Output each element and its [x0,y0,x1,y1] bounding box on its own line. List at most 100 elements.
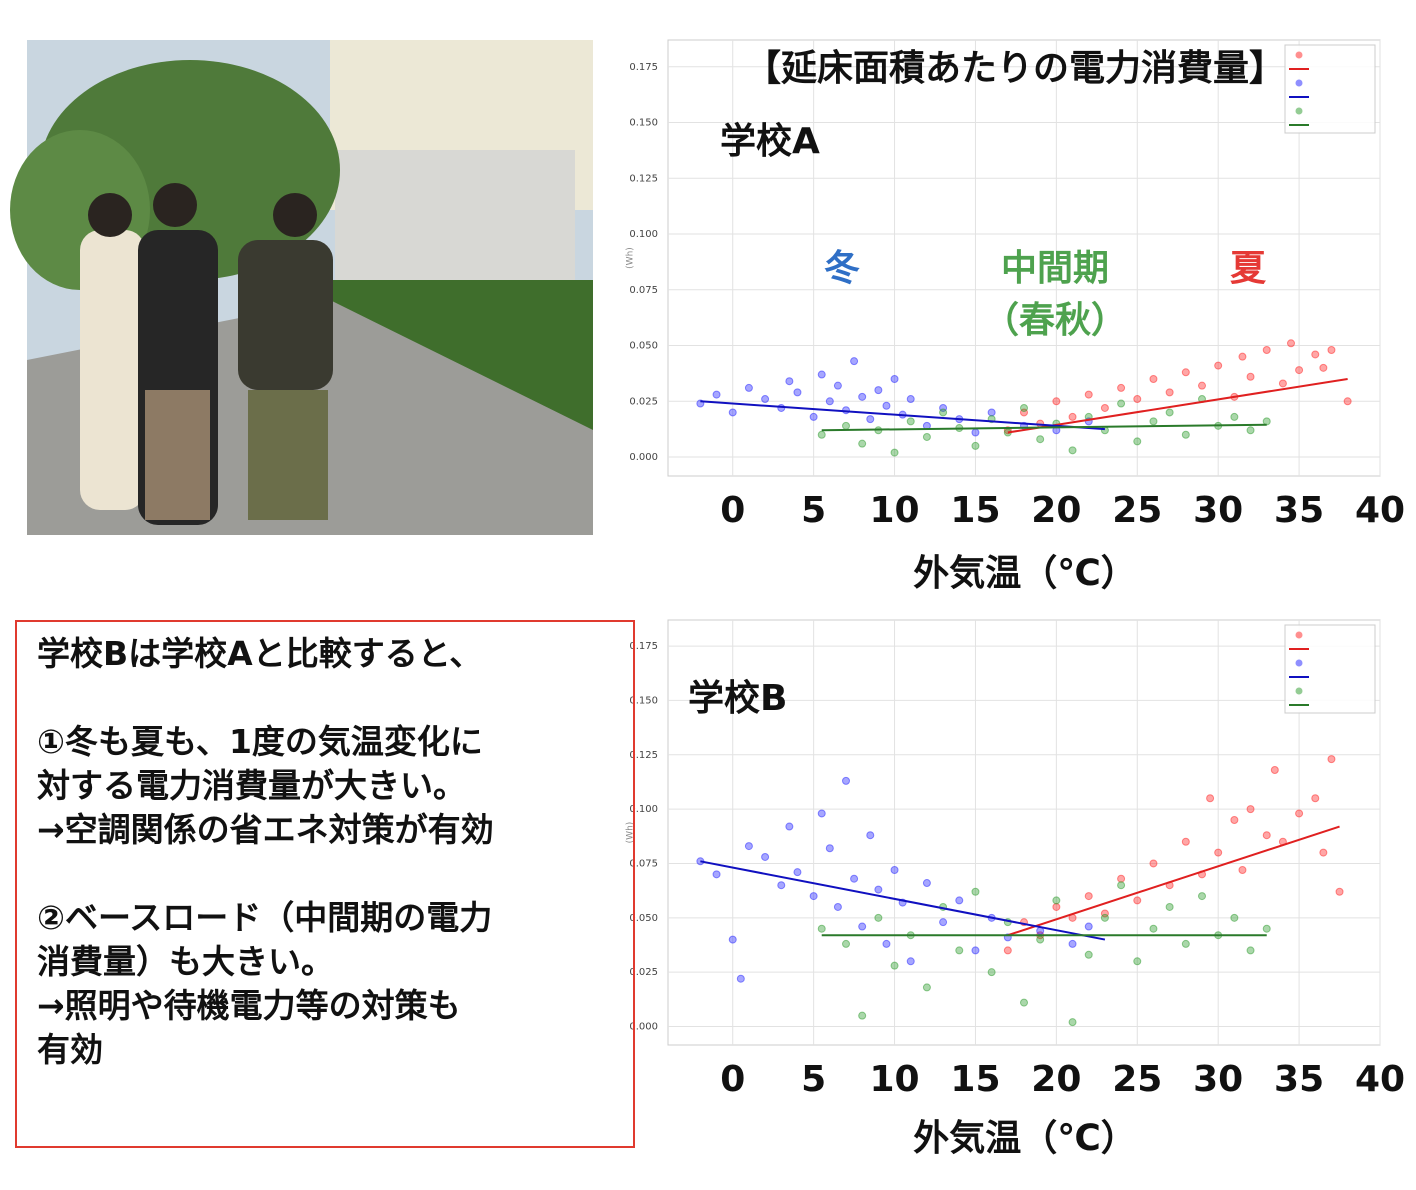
data-point [939,918,948,927]
data-point [785,822,794,831]
data-point [1036,435,1045,444]
data-point [842,421,850,430]
data-point [1181,939,1190,948]
y-tick-label: 0.000 [629,1022,658,1033]
data-point [1149,924,1158,933]
data-point [817,370,826,379]
x-tick-label: 30 [1193,490,1243,531]
photo-person [273,193,317,237]
data-point [1238,352,1247,361]
data-point [1133,395,1142,404]
data-point [882,939,891,948]
data-point [1230,412,1239,421]
y-tick-label: 0.075 [629,285,658,296]
data-point [858,392,867,401]
data-point [922,432,931,441]
data-point [955,896,964,905]
data-point [1068,412,1077,421]
data-point [850,357,859,366]
data-point [858,1011,867,1020]
data-point [817,430,826,439]
fit-line [700,860,1106,941]
data-point [1052,896,1061,905]
data-point [1100,913,1109,922]
y-tick-label: 0.025 [629,396,658,407]
y-tick-label: 0.175 [629,62,658,73]
y-axis-label: (Wh) [626,247,636,269]
data-point [744,383,753,392]
data-point [1262,345,1271,354]
data-point [817,809,826,818]
x-tick-label: 0 [720,490,745,531]
data-point [850,874,859,883]
data-point [1003,946,1012,955]
note-box: 学校Bは学校Aと比較すると、 ①冬も夏も、1度の気温変化に 対する電力消費量が大きい… [15,620,635,1148]
annotation: （春秋） [983,300,1127,341]
data-point [971,887,980,896]
data-point [874,913,883,922]
data-point [1100,909,1109,918]
note-line: →空調関係の省エネ対策が有効 [37,810,494,849]
photo-person [80,230,145,510]
data-point [1084,922,1093,931]
data-point [809,892,818,901]
chart-subtitle: 学校B [688,677,787,719]
data-point [744,842,753,851]
plot-area [667,39,1381,477]
y-tick-label: 0.125 [629,173,658,184]
data-point [1149,859,1158,868]
x-tick-label: 5 [801,1059,826,1100]
data-point [1319,363,1328,372]
data-point [1327,345,1336,354]
note-line: →照明や待機電力等の対策も [37,986,461,1025]
legend-swatch [1295,659,1303,667]
data-point [1084,892,1093,901]
annotation: 中間期 [1001,248,1109,289]
legend-swatch [1295,79,1303,87]
x-tick-label: 15 [950,490,1000,531]
fit-line [700,400,1105,431]
data-point [825,844,834,853]
data-point [866,415,875,424]
data-point [1262,831,1271,840]
note-line: ①冬も夏も、1度の気温変化に [37,722,483,761]
annotation: 夏 [1230,248,1267,289]
data-point [793,868,802,877]
y-tick-label: 0.025 [629,967,658,978]
data-point [874,885,883,894]
photo-person [153,183,197,227]
data-point [1319,848,1328,857]
x-tick-label: 40 [1355,1059,1405,1100]
data-point [728,935,737,944]
legend-swatch [1295,631,1303,639]
data-point [987,968,996,977]
data-point [1084,390,1093,399]
note-paragraph: ②ベースロード（中間期の電力 消費量）も大きい。 →照明や待機電力等の対策も 有効 [37,896,633,1072]
data-point [1198,381,1206,390]
data-point [1311,350,1320,359]
data-point [1270,766,1279,774]
data-point [1068,939,1077,948]
data-point [1246,372,1255,381]
data-point [825,397,834,406]
data-point [1327,755,1336,764]
data-point [906,417,915,426]
data-point [761,852,770,861]
data-point [728,408,737,417]
data-point [777,881,786,890]
data-point [1084,950,1093,959]
data-point [1181,430,1190,439]
data-point [971,441,980,450]
data-point [874,386,883,395]
fit-line [1007,377,1348,434]
data-point [833,902,842,911]
note-paragraph: 学校Bは学校Aと比較すると、 [37,632,633,676]
data-point [922,879,931,888]
y-tick-label: 0.125 [629,750,658,761]
data-point [1230,913,1239,922]
chart: 0.000 0.025 0.050 0.075 0.100 0.125 0.150 0.175… [626,619,1405,1159]
data-point [858,439,867,448]
data-point [712,870,721,879]
data-point [1133,957,1142,966]
